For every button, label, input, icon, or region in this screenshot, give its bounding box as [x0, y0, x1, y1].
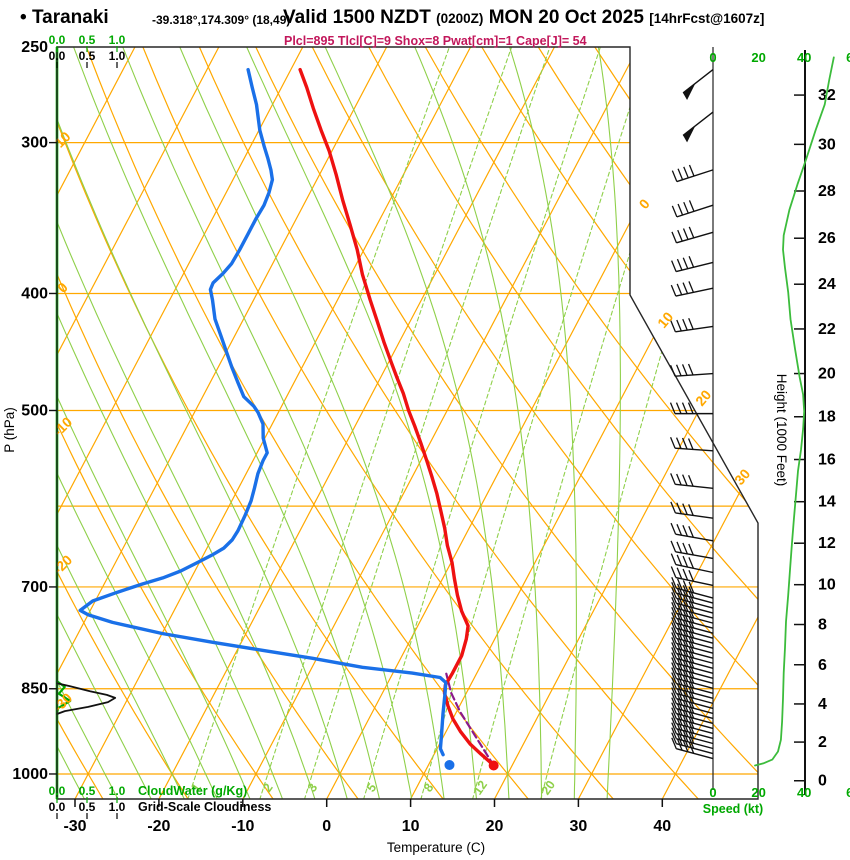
svg-text:10: 10 [402, 818, 420, 835]
svg-text:0: 0 [322, 818, 331, 835]
wind-speed-curve [754, 56, 835, 767]
svg-text:0.0: 0.0 [49, 800, 66, 814]
svg-text:-10: -10 [50, 414, 76, 440]
svg-text:0.0: 0.0 [49, 33, 66, 47]
svg-text:1.0: 1.0 [109, 800, 126, 814]
svg-text:-20: -20 [147, 818, 170, 835]
svg-text:850: 850 [21, 681, 48, 698]
svg-text:0.5: 0.5 [79, 800, 96, 814]
parcel-path [445, 672, 495, 767]
svg-text:18: 18 [818, 409, 836, 426]
svg-text:20: 20 [818, 366, 836, 383]
cloud-scales: 0.0 0.5 1.0 0.0 0.5 1.0 0.0 0.5 1.0 CloudWater (g… [49, 33, 271, 819]
wind-barbs [669, 47, 714, 790]
svg-text:0.0: 0.0 [49, 49, 66, 63]
svg-text:30: 30 [818, 136, 836, 153]
svg-text:3: 3 [305, 781, 320, 795]
svg-text:250: 250 [21, 39, 48, 56]
svg-text:40: 40 [797, 50, 811, 65]
forecast-tag: [14hrFcst@1607z] [649, 11, 765, 26]
svg-text:0: 0 [709, 785, 716, 800]
pressure-axis: 250 300 400 500 700 850 1000 P (hPa) [2, 39, 57, 783]
valid-date: MON 20 Oct 2025 [488, 7, 644, 28]
station-bullet: • [20, 7, 27, 28]
svg-text:1.0: 1.0 [109, 784, 126, 798]
svg-text:-20: -20 [50, 552, 76, 578]
svg-text:20: 20 [539, 778, 558, 797]
svg-text:14: 14 [818, 494, 836, 511]
temperature-axis: -30 -20 -10 0 10 20 30 40 Temperature (C) [63, 799, 671, 855]
svg-text:6: 6 [818, 657, 827, 674]
svg-text:24: 24 [818, 276, 836, 293]
svg-text:20: 20 [751, 50, 765, 65]
svg-text:0: 0 [818, 773, 827, 790]
sounding-curves [78, 67, 499, 771]
svg-text:0: 0 [636, 196, 653, 212]
svg-text:10: 10 [818, 577, 836, 594]
svg-text:1.0: 1.0 [109, 33, 126, 47]
svg-text:6: 6 [846, 50, 850, 65]
svg-text:26: 26 [818, 230, 836, 247]
valid-time-line: Valid 1500 NZDT (0200Z) MON 20 Oct 2025 … [283, 7, 764, 29]
svg-text:40: 40 [797, 785, 811, 800]
svg-text:12: 12 [818, 535, 836, 552]
pressure-axis-label: P (hPa) [2, 407, 17, 453]
valid-time: Valid 1500 NZDT [283, 7, 431, 28]
cloudiness-profile [56, 682, 117, 715]
svg-text:Grid-Scale Cloudiness: Grid-Scale Cloudiness [138, 800, 271, 814]
svg-text:0.5: 0.5 [79, 49, 96, 63]
svg-text:22: 22 [818, 321, 836, 338]
speed-profile [754, 56, 835, 767]
height-axis-label: Height (1000 Feet) [774, 374, 789, 487]
svg-text:4: 4 [818, 696, 827, 713]
svg-text:0.5: 0.5 [79, 784, 96, 798]
sounding-parameters: Plcl=895 Tlcl[C]=9 Shox=8 Pwat[cm]=1 Cap… [284, 34, 587, 48]
svg-text:16: 16 [818, 452, 836, 469]
station-title: • Taranaki [20, 7, 109, 29]
svg-text:0: 0 [709, 50, 716, 65]
svg-text:20: 20 [692, 387, 714, 409]
svg-text:CloudWater (g/Kg): CloudWater (g/Kg) [138, 784, 247, 798]
svg-text:20: 20 [751, 785, 765, 800]
grid-lines [57, 47, 758, 799]
svg-text:30: 30 [570, 818, 588, 835]
svg-text:-30: -30 [50, 690, 76, 716]
svg-text:8: 8 [818, 617, 827, 634]
surface-dew-dot [444, 759, 455, 770]
svg-text:2: 2 [260, 781, 275, 795]
moist-adiabat-lines [57, 47, 621, 799]
svg-text:6: 6 [846, 785, 850, 800]
temperature-axis-label: Temperature (C) [387, 840, 485, 855]
svg-text:1000: 1000 [12, 766, 48, 783]
svg-text:0.5: 0.5 [79, 33, 96, 47]
valid-time-z: (0200Z) [436, 11, 484, 26]
dewpoint-curve [78, 67, 448, 757]
svg-text:500: 500 [21, 402, 48, 419]
svg-text:28: 28 [818, 183, 836, 200]
surface-temp-dot [488, 760, 499, 771]
svg-text:20: 20 [486, 818, 504, 835]
cloudwater-profile [55, 680, 72, 715]
svg-text:12: 12 [471, 778, 490, 797]
svg-text:-10: -10 [231, 818, 254, 835]
svg-text:700: 700 [21, 579, 48, 596]
station-coords: -39.318°,174.309° (18,49) [152, 13, 291, 27]
svg-text:30: 30 [731, 466, 753, 488]
svg-text:300: 300 [21, 135, 48, 152]
svg-text:10: 10 [51, 128, 73, 150]
svg-text:-30: -30 [63, 818, 86, 835]
svg-text:2: 2 [818, 734, 827, 751]
svg-text:1.0: 1.0 [109, 49, 126, 63]
svg-text:0.0: 0.0 [49, 784, 66, 798]
station-name: Taranaki [31, 7, 109, 28]
svg-text:400: 400 [21, 285, 48, 302]
svg-text:40: 40 [653, 818, 671, 835]
speed-axis-label: Speed (kt) [703, 802, 763, 816]
